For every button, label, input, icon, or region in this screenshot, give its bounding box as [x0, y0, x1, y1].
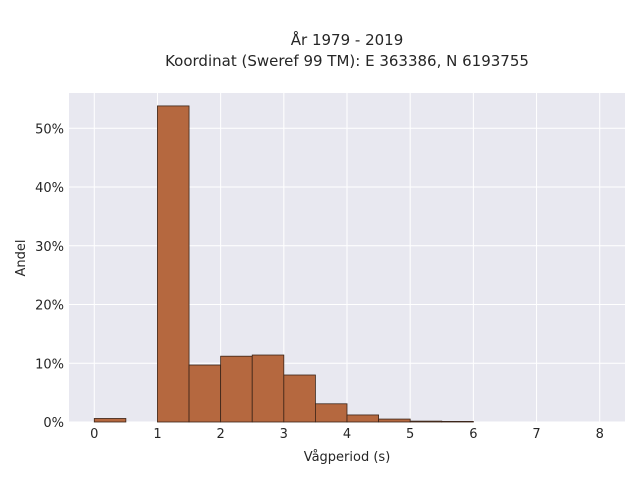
- x-tick-label: 3: [280, 427, 288, 442]
- y-tick-label: 50%: [35, 122, 64, 137]
- histogram-bar: [346, 414, 379, 423]
- x-tick-label: 5: [406, 427, 414, 442]
- bars-group: [93, 105, 474, 423]
- histogram-bar: [441, 421, 474, 423]
- histogram-bar: [251, 354, 285, 423]
- histogram-bar: [315, 403, 348, 423]
- histogram-bar: [188, 364, 222, 423]
- x-tick-label: 6: [469, 427, 477, 442]
- y-tick-labels: 0% 10% 20% 30% 40% 50%: [35, 122, 64, 431]
- x-tick-label: 2: [216, 427, 224, 442]
- x-tick-label: 0: [90, 427, 98, 442]
- histogram-bar: [157, 105, 190, 423]
- histogram-bar: [220, 355, 253, 423]
- x-tick-label: 7: [532, 427, 540, 442]
- y-tick-label: 40%: [35, 181, 64, 196]
- histogram-bar: [378, 418, 411, 423]
- chart-title-line1: År 1979 - 2019: [291, 30, 404, 49]
- chart-title-line2: Koordinat (Sweref 99 TM): E 363386, N 61…: [165, 52, 529, 70]
- histogram-bar: [93, 418, 127, 423]
- y-tick-label: 30%: [35, 240, 64, 255]
- x-tick-label: 4: [343, 427, 351, 442]
- histogram-bar: [409, 420, 443, 423]
- x-tick-label: 8: [596, 427, 604, 442]
- histogram-bar: [283, 374, 316, 423]
- x-axis-label: Vågperiod (s): [304, 450, 391, 465]
- y-tick-label: 0%: [43, 416, 64, 431]
- y-tick-label: 20%: [35, 299, 64, 314]
- x-tick-label: 1: [153, 427, 161, 442]
- y-axis-label: Andel: [14, 240, 29, 277]
- y-tick-label: 10%: [35, 357, 64, 372]
- x-tick-labels: 0 1 2 3 4 5 6 7 8: [90, 427, 604, 442]
